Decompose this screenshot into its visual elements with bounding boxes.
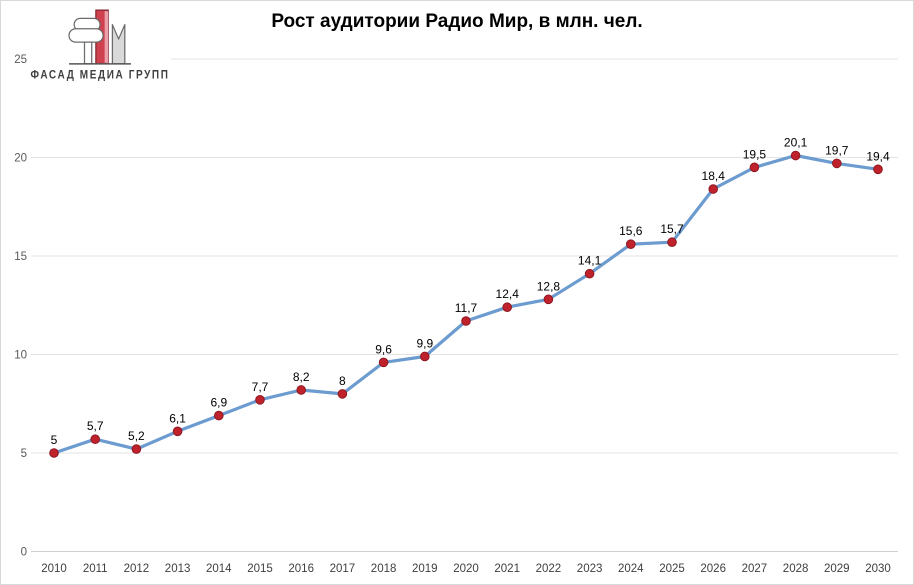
- x-tick-label: 2015: [247, 563, 273, 575]
- data-point-marker: [378, 357, 389, 368]
- data-point-label: 9,6: [375, 342, 392, 356]
- x-tick-label: 2011: [83, 563, 108, 575]
- data-point-label: 11,7: [455, 301, 478, 315]
- data-point-marker: [296, 385, 307, 395]
- x-tick-label: 2026: [700, 563, 726, 575]
- data-point-label: 14,1: [578, 254, 602, 268]
- x-tick-label: 2025: [659, 563, 685, 575]
- chart-title: Рост аудитории Радио Мир, в млн. чел.: [271, 11, 643, 32]
- y-tick-label: 10: [14, 350, 27, 362]
- data-point-marker: [172, 426, 183, 437]
- data-point-marker: [49, 448, 59, 458]
- x-tick-label: 2023: [577, 563, 603, 575]
- data-point-marker: [131, 444, 142, 454]
- data-point-label: 5: [51, 433, 58, 447]
- y-tick-label: 0: [21, 547, 27, 559]
- data-point-label: 19,7: [825, 143, 849, 157]
- data-point-label: 9,9: [416, 336, 433, 350]
- data-point-label: 19,4: [866, 149, 890, 163]
- data-point-marker: [90, 434, 100, 445]
- data-point-marker: [420, 351, 430, 362]
- data-point-marker: [337, 389, 348, 399]
- data-point-label: 8: [339, 374, 346, 388]
- x-tick-label: 2012: [124, 563, 150, 575]
- y-tick-label: 25: [14, 54, 27, 66]
- x-tick-label: 2029: [824, 563, 850, 575]
- data-point-marker: [626, 239, 636, 249]
- data-point-marker: [214, 410, 224, 421]
- data-point-label: 7,7: [252, 380, 269, 394]
- x-tick-label: 2027: [742, 563, 768, 575]
- y-tick-label: 20: [14, 153, 27, 165]
- x-tick-label: 2016: [288, 563, 314, 575]
- x-tick-label: 2013: [165, 563, 191, 575]
- x-tick-label: 2028: [783, 563, 809, 575]
- data-point-marker: [790, 150, 801, 161]
- data-point-label: 5,2: [128, 429, 145, 443]
- data-point-label: 6,9: [210, 396, 227, 410]
- logo-mark-icon: [68, 9, 131, 65]
- data-point-label: 6,1: [169, 411, 186, 425]
- x-tick-label: 2024: [618, 563, 644, 575]
- data-point-marker: [543, 294, 554, 305]
- x-tick-label: 2030: [865, 563, 891, 575]
- data-point-marker: [667, 237, 677, 248]
- y-tick-label: 15: [14, 251, 27, 263]
- data-point-label: 15,7: [660, 222, 684, 236]
- x-tick-label: 2020: [453, 563, 479, 575]
- data-point-marker: [708, 184, 719, 194]
- data-point-label: 12,8: [537, 279, 561, 293]
- data-point-label: 8,2: [293, 370, 310, 384]
- x-tick-label: 2019: [412, 563, 438, 575]
- logo-text: ФАСАД МЕДИА ГРУПП: [30, 69, 170, 82]
- x-tick-label: 2021: [494, 563, 520, 575]
- data-point-label: 18,4: [702, 169, 726, 183]
- x-tick-label: 2022: [536, 563, 562, 575]
- data-point-label: 20,1: [784, 136, 808, 150]
- data-point-marker: [873, 164, 883, 175]
- data-point-marker: [832, 158, 842, 169]
- data-point-label: 12,4: [496, 287, 520, 301]
- data-point-label: 19,5: [743, 147, 767, 161]
- x-tick-label: 2014: [206, 563, 232, 575]
- data-point-marker: [502, 302, 513, 313]
- data-point-marker: [749, 162, 760, 173]
- x-tick-label: 2010: [41, 563, 67, 575]
- y-tick-label: 5: [21, 448, 27, 460]
- x-tick-label: 2017: [330, 563, 356, 575]
- data-point-marker: [255, 395, 265, 405]
- x-tick-label: 2018: [371, 563, 397, 575]
- data-point-marker: [584, 268, 595, 279]
- data-point-label: 15,6: [619, 224, 643, 238]
- data-point-marker: [461, 316, 471, 326]
- data-point-label: 5,7: [87, 419, 104, 433]
- company-logo: ФАСАД МЕДИА ГРУПП: [29, 6, 171, 98]
